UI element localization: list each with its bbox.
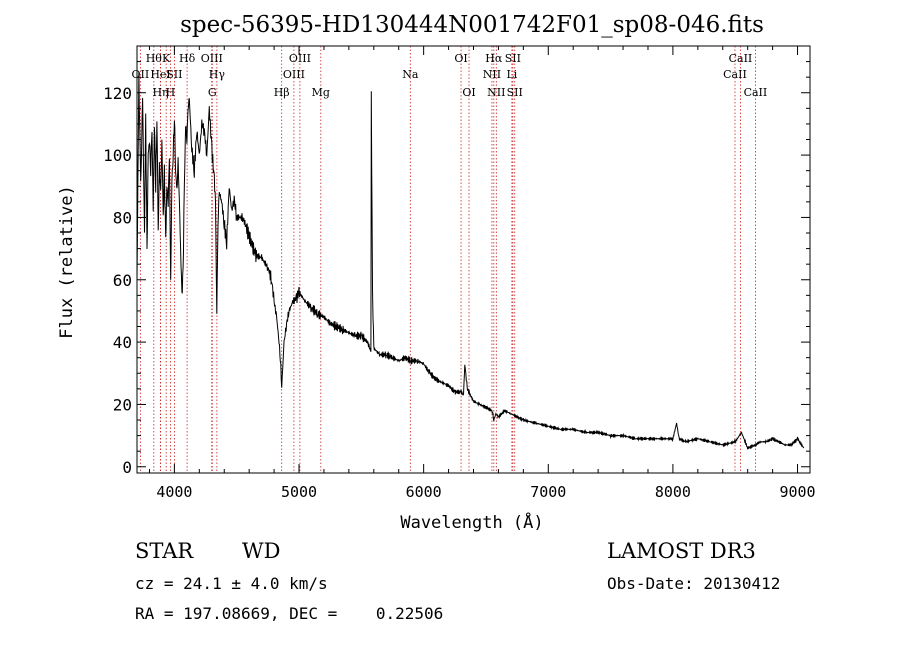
y-tick-label-0: 0	[122, 458, 132, 477]
y-tick-label-4: 80	[113, 208, 132, 227]
line-label-11: Hβ	[274, 86, 290, 99]
survey-name: LAMOST DR3	[607, 539, 756, 563]
object-class: STAR	[135, 539, 194, 563]
line-label-26: CaII	[744, 86, 768, 99]
y-tick-label-6: 120	[103, 84, 132, 103]
observation-date: Obs-Date: 20130412	[607, 574, 781, 593]
line-label-2: HeI	[150, 68, 170, 81]
line-label-17: OI	[462, 86, 475, 99]
line-label-15: Na	[402, 68, 419, 81]
line-label-5: H	[166, 86, 176, 99]
line-label-24: CaII	[723, 68, 747, 81]
line-label-1: Hθ	[146, 52, 163, 65]
x-tick-label-5: 9000	[779, 483, 815, 501]
line-label-19: Hα	[485, 52, 503, 65]
spectral-line-markers	[139, 46, 756, 473]
line-label-9: Hγ	[209, 68, 226, 81]
line-label-0: OII	[132, 68, 150, 81]
y-tick-label-3: 60	[113, 271, 132, 290]
object-subclass: WD	[242, 539, 281, 563]
line-label-16: OI	[454, 52, 467, 65]
line-label-4: K	[162, 52, 171, 65]
line-label-18: NII	[483, 68, 501, 81]
line-label-25: CaII	[729, 52, 753, 65]
chart-title: spec-56395-HD130444N001742F01_sp08-046.f…	[180, 12, 764, 38]
line-label-14: Mg	[312, 86, 330, 99]
x-axis-ticks: 4000 5000 6000 7000 8000 9000	[148, 46, 816, 501]
plot-frame	[136, 45, 811, 474]
x-tick-label-0: 4000	[156, 483, 192, 501]
line-label-21: Li	[506, 68, 517, 81]
x-tick-label-2: 6000	[406, 483, 442, 501]
line-label-7: Hδ	[179, 52, 196, 65]
x-tick-label-1: 5000	[281, 483, 317, 501]
line-label-3: Hη	[152, 86, 168, 99]
y-tick-label-1: 20	[113, 395, 132, 414]
y-axis-ticks: 0 20 40 60 80 100 120	[103, 61, 810, 477]
coordinates-readout: RA = 197.08669, DEC = 0.22506	[135, 604, 444, 623]
x-tick-label-4: 8000	[655, 483, 691, 501]
y-axis-label: Flux (relative)	[57, 185, 77, 339]
y-tick-label-2: 40	[113, 333, 132, 352]
line-label-8: OIII	[201, 52, 223, 65]
spectral-line-labels: OII Hθ HeI Hη K H SII Hδ OIII Hγ G Hβ OIII OIII Mg Na OI…	[132, 52, 768, 99]
line-label-20: NII	[487, 86, 505, 99]
spectrum-line	[136, 71, 805, 450]
x-axis-label: Wavelength (Å)	[400, 511, 543, 533]
line-label-6: SII	[166, 68, 182, 81]
redshift-readout: cz = 24.1 ± 4.0 km/s	[135, 574, 328, 593]
line-label-23: SII	[507, 86, 523, 99]
line-label-10: G	[208, 86, 217, 99]
y-tick-label-5: 100	[103, 146, 132, 165]
line-label-22: SII	[505, 52, 521, 65]
line-label-12: OIII	[283, 68, 305, 81]
x-tick-label-3: 7000	[530, 483, 566, 501]
line-label-13: OIII	[289, 52, 311, 65]
